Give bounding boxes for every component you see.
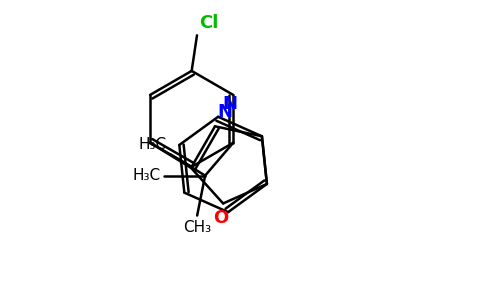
Text: H₃C: H₃C [133,168,161,183]
Text: N: N [222,95,237,113]
Text: H₃C: H₃C [138,137,166,152]
Text: O: O [213,209,228,227]
Text: Cl: Cl [199,14,219,32]
Text: N: N [217,103,232,121]
Text: CH₃: CH₃ [183,220,211,235]
